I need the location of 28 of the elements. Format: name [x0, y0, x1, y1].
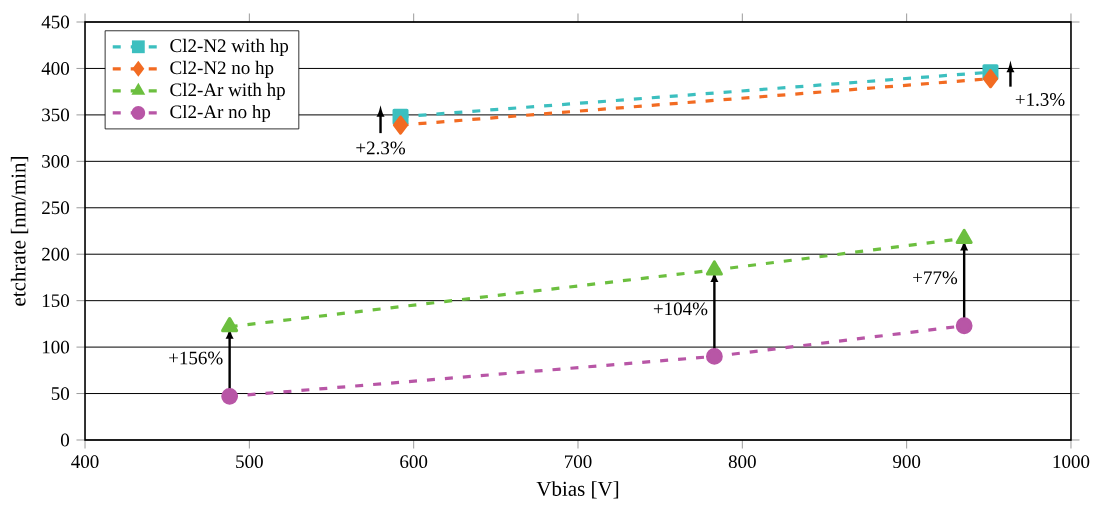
legend-label: Cl2-N2 no hp [170, 60, 274, 79]
legend-label: Cl2-Ar no hp [170, 104, 271, 123]
x-tick-label: 400 [71, 455, 99, 469]
x-tick-label: 900 [893, 455, 921, 469]
y-tick-label: 200 [42, 247, 70, 261]
x-tick-label: 500 [236, 455, 263, 469]
x-tick-label: 600 [400, 455, 428, 469]
annotation: +77% [913, 271, 958, 285]
y-tick-label: 350 [42, 108, 70, 122]
y-tick-label: 50 [51, 387, 70, 400]
x-tick-label: 800 [728, 455, 756, 469]
y-tick-label: 300 [42, 154, 70, 168]
y-tick-label: 400 [41, 62, 70, 75]
y-tick-label: 150 [42, 294, 70, 308]
annotation: +156% [169, 351, 223, 365]
y-tick-label: 0 [60, 433, 70, 447]
x-axis-title: Vbias [V] [536, 481, 619, 499]
y-tick-label: 250 [42, 201, 70, 215]
y-axis-title: etchrate [nm/min] [10, 157, 29, 306]
legend-label: Cl2-Ar with hp [170, 82, 285, 101]
y-tick-label: 450 [41, 15, 70, 29]
annotation: +2.3% [356, 141, 406, 155]
legend-label: Cl2-N2 with hp [170, 38, 289, 56]
y-tick-label: 100 [42, 340, 70, 354]
x-tick-label: 700 [565, 455, 592, 469]
annotation: +1.3% [1015, 93, 1065, 106]
x-tick-label: 1000 [1053, 455, 1090, 469]
annotation: +104% [653, 302, 708, 316]
